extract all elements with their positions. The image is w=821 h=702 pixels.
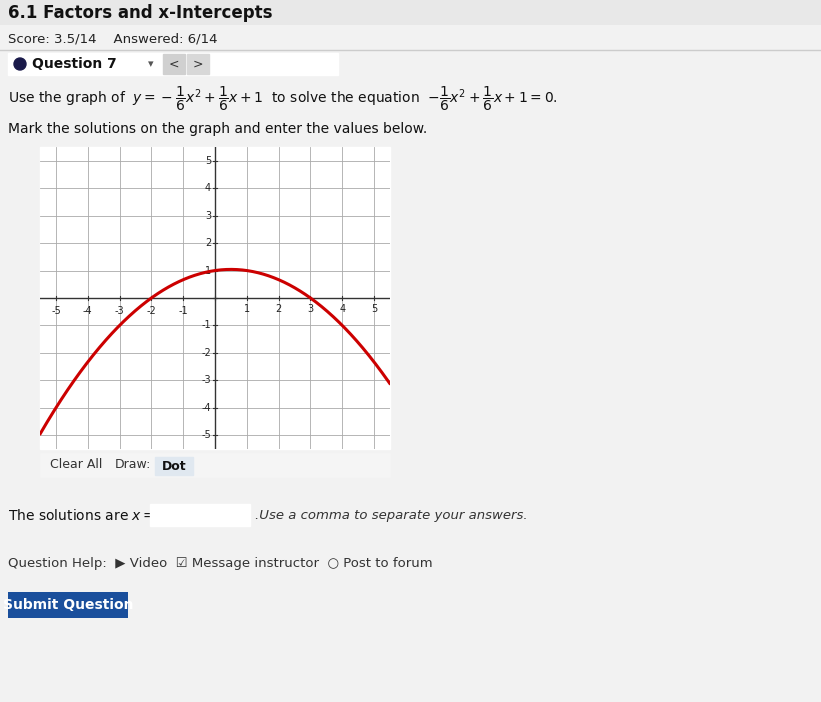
Text: Use the graph of  $y = -\dfrac{1}{6}x^2 + \dfrac{1}{6}x + 1$  to solve the equat: Use the graph of $y = -\dfrac{1}{6}x^2 +… — [8, 85, 557, 113]
Text: -3: -3 — [115, 305, 124, 316]
Text: Question Help:  ▶ Video  ☑ Message instructor  ○ Post to forum: Question Help: ▶ Video ☑ Message instruc… — [8, 557, 433, 569]
Text: Dot: Dot — [162, 460, 186, 472]
Text: Mark the solutions on the graph and enter the values below.: Mark the solutions on the graph and ente… — [8, 122, 427, 136]
Text: Score: 3.5/14    Answered: 6/14: Score: 3.5/14 Answered: 6/14 — [8, 32, 218, 46]
Circle shape — [14, 58, 26, 70]
Text: >: > — [193, 58, 204, 70]
Text: Question 7: Question 7 — [32, 57, 117, 71]
Bar — [163, 54, 185, 74]
Text: -4: -4 — [202, 403, 211, 413]
Text: -3: -3 — [202, 376, 211, 385]
Text: Clear All: Clear All — [50, 458, 103, 472]
Text: -5: -5 — [51, 305, 61, 316]
Text: Draw:: Draw: — [115, 458, 151, 472]
Text: 5: 5 — [371, 304, 377, 314]
Text: ▾: ▾ — [148, 59, 154, 69]
Text: .Use a comma to separate your answers.: .Use a comma to separate your answers. — [255, 508, 528, 522]
Bar — [150, 504, 250, 526]
Text: 4: 4 — [205, 183, 211, 193]
Text: 3: 3 — [205, 211, 211, 220]
Text: Submit Question: Submit Question — [2, 598, 133, 612]
Text: The solutions are $x =$: The solutions are $x =$ — [8, 508, 155, 522]
Bar — [8, 592, 128, 618]
Text: 1: 1 — [205, 265, 211, 276]
Text: 6.1 Factors and x-Intercepts: 6.1 Factors and x-Intercepts — [8, 4, 273, 22]
Text: -2: -2 — [146, 305, 156, 316]
Bar — [8, 53, 338, 75]
Bar — [40, 147, 390, 449]
Text: -4: -4 — [83, 305, 93, 316]
Text: -1: -1 — [178, 305, 188, 316]
Text: -1: -1 — [202, 320, 211, 331]
Text: <: < — [169, 58, 179, 70]
Bar — [187, 54, 209, 74]
Text: 2: 2 — [276, 304, 282, 314]
Text: 3: 3 — [307, 304, 314, 314]
Text: 4: 4 — [339, 304, 346, 314]
Text: 1: 1 — [244, 304, 250, 314]
Text: -5: -5 — [201, 430, 211, 440]
Bar — [0, 0, 821, 25]
Text: 2: 2 — [205, 238, 211, 248]
Text: 5: 5 — [205, 156, 211, 166]
Bar — [155, 457, 193, 475]
Bar — [40, 453, 390, 477]
Text: -2: -2 — [201, 348, 211, 358]
